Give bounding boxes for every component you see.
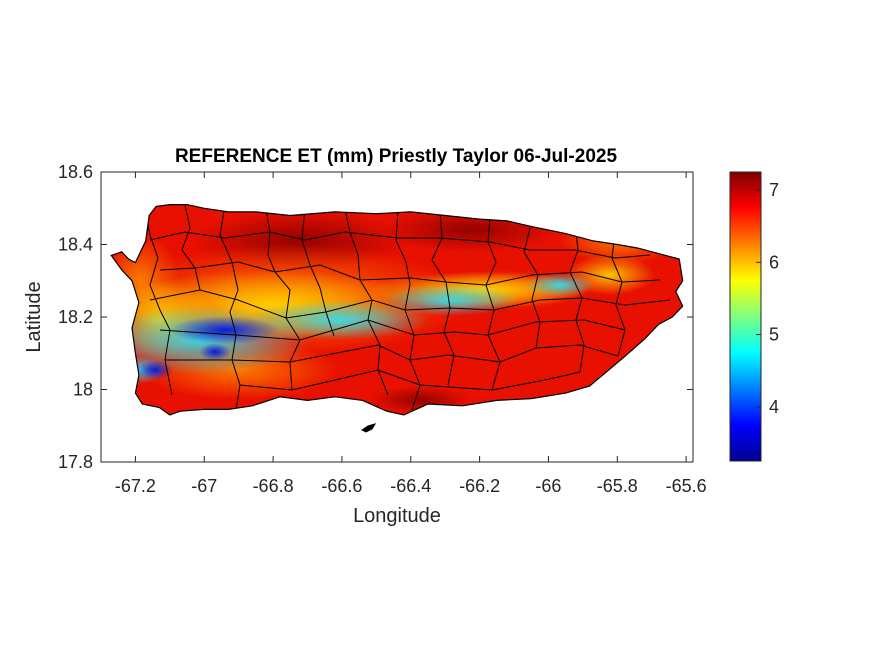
colorbar-tick-label: 4 (769, 397, 779, 417)
y-tick-label: 18.6 (58, 162, 93, 182)
x-tick-label: -66.6 (321, 476, 362, 496)
colorbar-tick-label: 5 (769, 325, 779, 345)
x-tick-label: -66.8 (253, 476, 294, 496)
y-tick-label: 17.8 (58, 452, 93, 472)
y-tick-label: 18 (73, 380, 93, 400)
municipality-boundaries (144, 204, 671, 411)
y-axis-label: Latitude (23, 281, 45, 352)
y-tick-label: 18.2 (58, 307, 93, 327)
y-tick-label: 18.4 (58, 235, 93, 255)
x-axis-label: Longitude (353, 505, 441, 527)
x-tick-label: -67 (191, 476, 217, 496)
colorbar-tick-label: 6 (769, 252, 779, 272)
chart-title: REFERENCE ET (mm) Priestly Taylor 06-Jul… (175, 146, 617, 167)
x-tick-label: -66 (535, 476, 561, 496)
x-ticks: -67.2 -67 -66.8 -66.6 -66.4 -66.2 -66 -65.8 -65.… (115, 172, 707, 496)
x-tick-label: -65.8 (597, 476, 638, 496)
x-tick-label: -67.2 (115, 476, 156, 496)
x-tick-label: -66.2 (459, 476, 500, 496)
offshore-islet (361, 423, 377, 433)
coastline (110, 204, 684, 416)
colorbar (729, 171, 762, 462)
x-tick-label: -65.6 (666, 476, 707, 496)
x-tick-label: -66.4 (390, 476, 431, 496)
y-ticks: 17.8 18 18.2 18.4 18.6 (58, 162, 693, 472)
colorbar-ticks: 4 5 6 7 (756, 180, 779, 417)
colorbar-tick-label: 7 (769, 180, 779, 200)
